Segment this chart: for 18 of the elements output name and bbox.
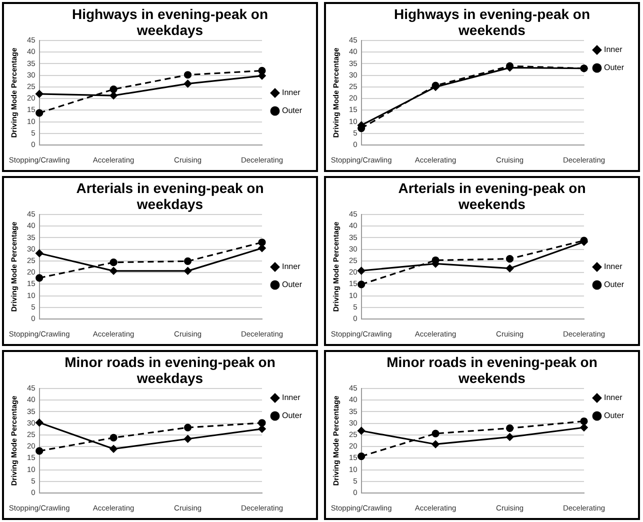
legend-label: Outer (282, 411, 302, 420)
chart-title: Arterials in evening-peak on weekends (397, 180, 587, 212)
legend-label: Inner (604, 45, 623, 54)
chart-title: Arterials in evening-peak on weekdays (75, 180, 265, 212)
legend-label: Outer (604, 411, 624, 420)
legend-label: Outer (604, 280, 624, 290)
chart-title: Highways in evening-peak on weekends (392, 6, 592, 38)
chart-title: Minor roads in evening-peak on weekdays (64, 354, 276, 386)
chart-title: Highways in evening-peak on weekdays (70, 6, 270, 38)
legend-label: Inner (282, 262, 301, 272)
legend-label: Outer (282, 280, 302, 290)
legend-label: Inner (604, 393, 623, 402)
legend-label: Outer (604, 63, 624, 72)
chart-title: Minor roads in evening-peak on weekends (386, 354, 598, 386)
legend-label: Inner (604, 262, 623, 272)
legend-label: Inner (282, 393, 301, 402)
legend-label: Inner (282, 88, 301, 98)
legend-label: Outer (282, 106, 302, 116)
